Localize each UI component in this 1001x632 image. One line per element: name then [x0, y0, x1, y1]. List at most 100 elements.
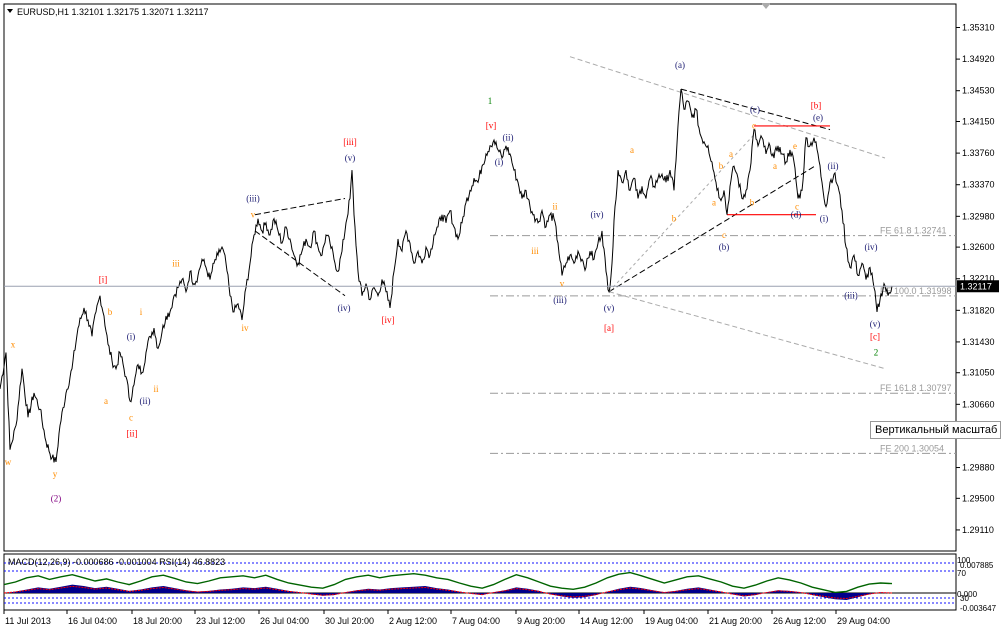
trend-line[interactable]: [569, 56, 886, 159]
fibonacci-levels: FE 61.8 1.32741 FE 100.0 1.31998 FE 161.8 …: [490, 226, 956, 454]
wave-label: [iii]: [343, 137, 357, 147]
y-tick-label: 1.33370: [962, 180, 995, 190]
wave-label: a: [630, 145, 634, 155]
chart-menu-arrow-icon[interactable]: [7, 9, 13, 13]
vertical-scale-tooltip: Вертикальный масштаб: [870, 421, 1001, 439]
wave-label: e: [793, 141, 797, 151]
trend-line[interactable]: [608, 165, 816, 293]
wave-label: a: [729, 149, 733, 159]
wave-label: (i): [127, 331, 136, 341]
wave-label: [v]: [486, 121, 497, 131]
indicator-scale-label: 30: [960, 594, 969, 603]
wave-label: [iv]: [382, 315, 395, 325]
wave-label: (a): [675, 60, 685, 70]
wave-label: v: [251, 210, 256, 220]
y-tick-label: 1.29110: [962, 525, 994, 535]
wave-label: a: [104, 396, 108, 406]
wave-label: c: [752, 121, 756, 131]
wave-label: (d): [791, 210, 802, 220]
fib-level-label: FE 61.8 1.32741: [880, 226, 947, 236]
wave-label: i: [140, 307, 143, 317]
y-tick-label: 1.29880: [962, 463, 995, 473]
wave-label: (2): [51, 493, 62, 503]
x-tick-label: 7 Aug 04:00: [452, 616, 500, 626]
wave-label: iii: [531, 246, 539, 256]
wave-label: c: [795, 202, 799, 212]
x-tick-label: 11 Jul 2013: [5, 616, 51, 626]
x-tick-label: 30 Jul 20:00: [325, 616, 374, 626]
wave-label: (ii): [140, 396, 151, 406]
price-series-line: [0, 88, 893, 463]
x-tick-label: 23 Jul 12:00: [196, 616, 245, 626]
y-tick-label: 1.30660: [962, 399, 995, 409]
x-tick-label: 26 Aug 12:00: [773, 616, 826, 626]
trend-line[interactable]: [254, 230, 346, 297]
y-tick-label: 1.31820: [962, 305, 995, 315]
y-tick-label: 1.34920: [962, 54, 995, 64]
y-tick-label: 1.33760: [962, 148, 995, 158]
symbol-header: EURUSD,H1 1.32101 1.32175 1.32071 1.3211…: [17, 7, 208, 17]
indicator-scale-label: 0.007885: [960, 561, 994, 570]
wave-label: (v): [345, 153, 356, 163]
y-tick-label: 1.29500: [962, 493, 995, 503]
y-tick-label: 1.31050: [962, 368, 995, 378]
x-tick-label: 26 Jul 04:00: [260, 616, 309, 626]
wave-label: (iv): [591, 210, 604, 220]
macd-histogram: [4, 584, 892, 600]
wave-label: ii: [153, 384, 159, 394]
wave-label: [a]: [604, 323, 614, 333]
wave-label: ii: [552, 202, 558, 212]
y-tick-label: 1.31430: [962, 337, 995, 347]
wave-label: 2: [874, 347, 879, 357]
x-tick-label: 2 Aug 12:00: [389, 616, 437, 626]
wave-label: b: [719, 161, 724, 171]
rsi-line: [3, 571, 893, 594]
y-tick-label: 1.32600: [962, 242, 995, 252]
x-tick-label: 18 Jul 20:00: [133, 616, 182, 626]
indicator-scale-label: 0.000: [957, 590, 978, 599]
x-tick-label: 16 Jul 04:00: [68, 616, 117, 626]
wave-label: w: [5, 457, 12, 467]
wave-label: (iv): [338, 303, 351, 313]
wave-label: [c]: [870, 331, 880, 341]
wave-label: (ii): [828, 161, 839, 171]
wave-label: (iii): [553, 295, 567, 305]
wave-label: c: [722, 230, 726, 240]
scroll-marker-icon[interactable]: [761, 3, 771, 9]
trend-line[interactable]: [254, 197, 346, 216]
indicator-scale-label: -0.003647: [960, 604, 997, 613]
wave-label: [i]: [99, 275, 108, 285]
wave-label: b: [672, 214, 677, 224]
time-axis: 11 Jul 2013 16 Jul 04:00 18 Jul 20:00 23 Ju…: [3, 610, 890, 626]
fib-level-label: FE 100.0 1.31998: [880, 286, 952, 296]
wave-label: (v): [870, 319, 881, 329]
x-tick-label: 9 Aug 20:00: [517, 616, 565, 626]
indicator-scale-label: 70: [957, 569, 966, 578]
wave-label: iii: [172, 258, 180, 268]
wave-label: (e): [813, 112, 823, 122]
wave-label: (ii): [503, 133, 514, 143]
indicator-plot-area[interactable]: [3, 553, 957, 611]
wave-label: iv: [241, 323, 249, 333]
wave-label: b: [108, 307, 113, 317]
y-tick-label: 1.32210: [962, 274, 995, 284]
x-tick-label: 21 Aug 20:00: [709, 616, 762, 626]
wave-label: x: [11, 339, 16, 349]
wave-label: [b]: [811, 100, 822, 110]
main-plot-area[interactable]: [3, 3, 957, 552]
indicator-pane: [3, 562, 956, 604]
trend-line[interactable]: [680, 88, 831, 131]
y-tick-label: 1.32980: [962, 211, 995, 221]
y-tick-label: 1.34150: [962, 117, 995, 127]
wave-label: (iii): [844, 291, 858, 301]
wave-label: [ii]: [127, 428, 138, 438]
last-price-label: 1.32117: [960, 281, 992, 291]
wave-label: b: [750, 198, 755, 208]
wave-label: (i): [820, 214, 829, 224]
wave-label: y: [53, 469, 58, 479]
wave-label: (v): [604, 303, 615, 313]
x-tick-label: 29 Aug 04:00: [837, 616, 890, 626]
wave-label: (i): [495, 157, 504, 167]
